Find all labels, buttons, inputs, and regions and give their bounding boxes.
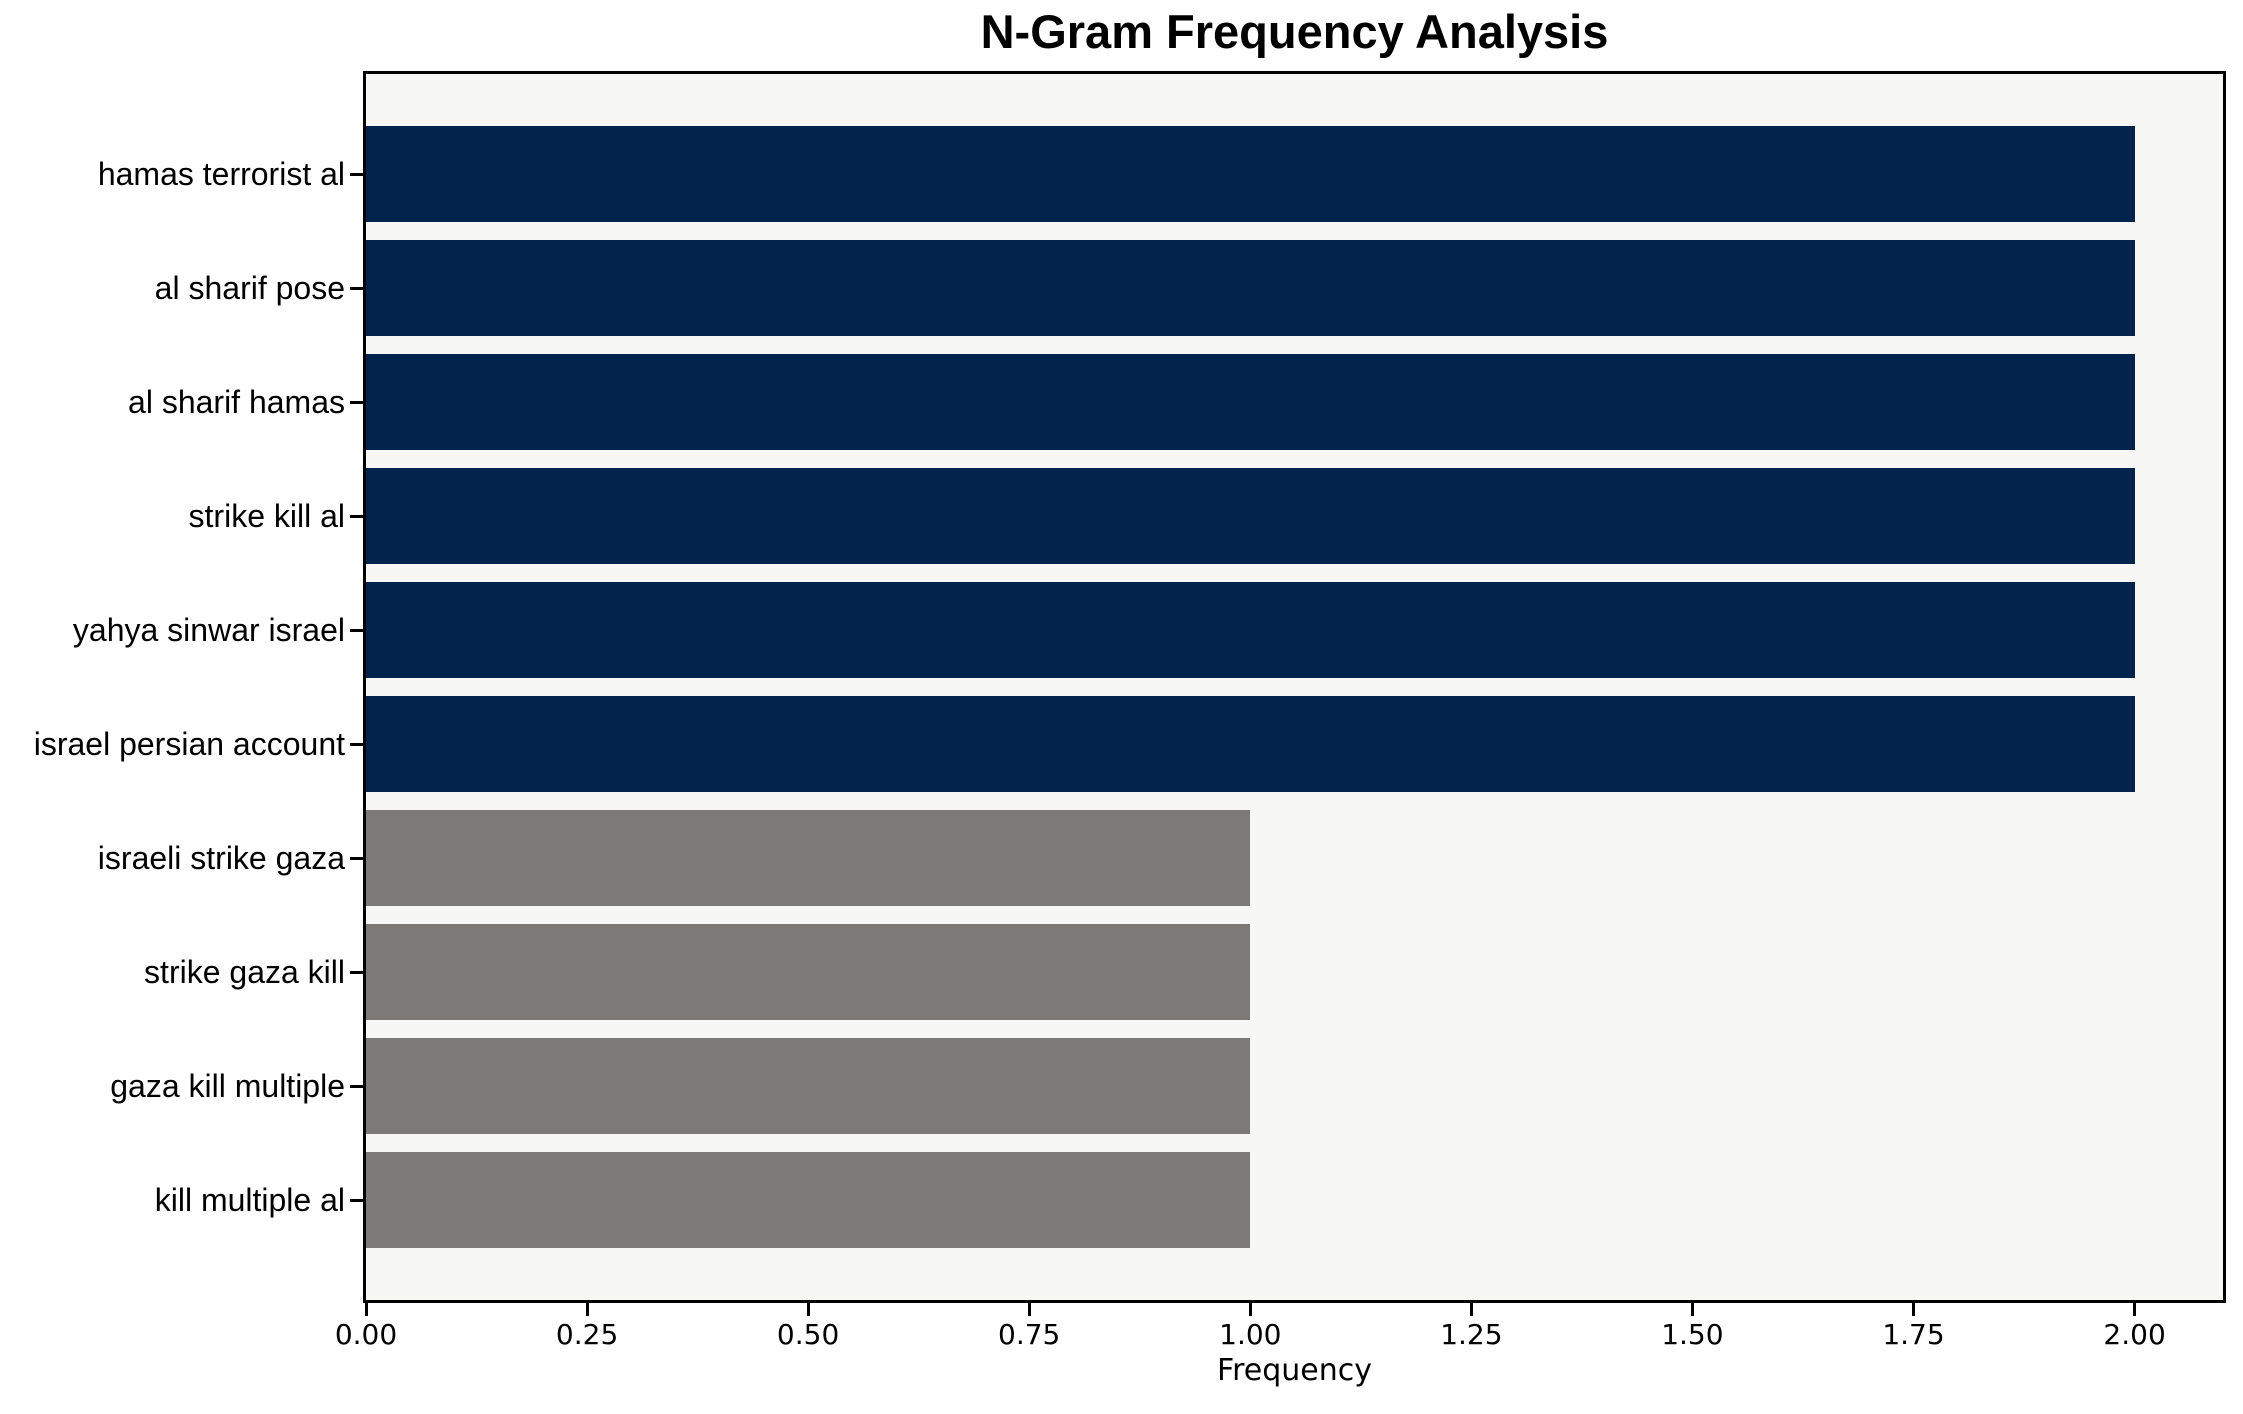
x-tick-label: 2.00	[2103, 1318, 2166, 1351]
y-tick-mark	[350, 970, 363, 974]
x-tick-label: 1.00	[1219, 1318, 1282, 1351]
x-tick-mark	[364, 1303, 368, 1316]
y-tick-mark	[350, 742, 363, 746]
y-tick-label: israeli strike gaza	[97, 840, 345, 876]
y-tick-label: strike gaza kill	[144, 954, 345, 990]
x-tick-label: 0.00	[334, 1318, 398, 1351]
x-tick-mark	[1912, 1303, 1915, 1316]
bar	[366, 924, 1251, 1020]
bar	[366, 1038, 1251, 1134]
x-tick-mark	[1027, 1303, 1031, 1316]
y-tick-label: al sharif pose	[154, 270, 345, 306]
chart-title: N-Gram Frequency Analysis	[980, 5, 1609, 58]
bar	[366, 468, 2135, 564]
y-tick-label: al sharif hamas	[128, 384, 345, 420]
y-tick-label: kill multiple al	[154, 1182, 345, 1218]
bar	[366, 1152, 1251, 1248]
x-tick-mark	[1690, 1303, 1694, 1316]
x-tick-mark	[1248, 1303, 1252, 1316]
x-tick-label: 0.25	[555, 1318, 619, 1351]
y-tick-mark	[350, 172, 363, 176]
bar	[366, 696, 2135, 792]
x-tick-mark	[1469, 1303, 1473, 1316]
y-tick-label: israel persian account	[33, 726, 345, 762]
bar	[366, 810, 1251, 906]
x-axis-title: Frequency	[1217, 1353, 1372, 1388]
x-tick-label: 0.75	[998, 1318, 1061, 1351]
x-tick-mark	[806, 1303, 810, 1316]
x-tick-label: 1.75	[1882, 1318, 1945, 1351]
y-tick-label: hamas terrorist al	[97, 156, 345, 192]
y-tick-mark	[350, 628, 363, 632]
y-tick-label: strike kill al	[188, 498, 345, 534]
x-tick-mark	[585, 1303, 589, 1316]
y-tick-mark	[350, 286, 363, 290]
plot-area	[363, 71, 2226, 1303]
y-tick-label: yahya sinwar israel	[72, 612, 345, 648]
y-tick-mark	[350, 400, 363, 404]
bar	[366, 354, 2135, 450]
x-tick-label: 1.25	[1440, 1318, 1503, 1351]
x-tick-label: 1.50	[1661, 1318, 1724, 1351]
y-tick-mark	[350, 1084, 363, 1088]
y-tick-mark	[350, 514, 363, 518]
y-tick-mark	[350, 856, 363, 860]
bar	[366, 582, 2135, 678]
x-tick-label: 0.50	[776, 1318, 840, 1351]
y-tick-label: gaza kill multiple	[110, 1068, 345, 1104]
bar	[366, 126, 2135, 222]
bar	[366, 240, 2135, 336]
y-tick-mark	[350, 1198, 363, 1202]
x-tick-mark	[2133, 1303, 2137, 1316]
